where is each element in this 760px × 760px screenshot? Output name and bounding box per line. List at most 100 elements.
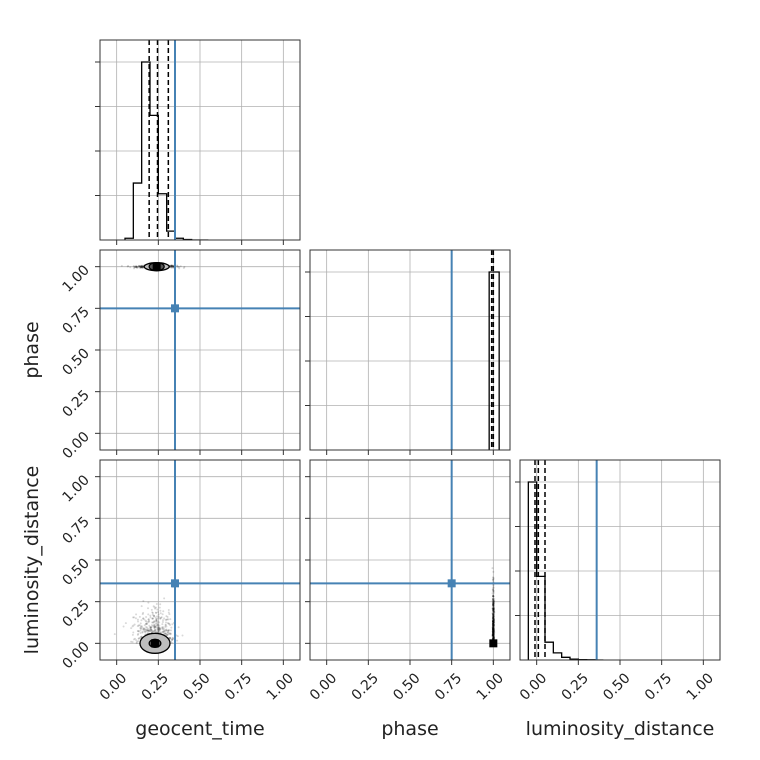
y-axis-label-phase: phase	[21, 321, 43, 378]
sample-point	[492, 621, 495, 624]
sample-point	[165, 629, 168, 632]
sample-point	[493, 637, 496, 640]
sample-point	[492, 603, 495, 606]
sample-point	[151, 611, 154, 614]
sample-point	[154, 629, 157, 632]
sample-point	[176, 635, 179, 638]
sample-point	[492, 603, 495, 606]
sample-point	[158, 629, 161, 632]
sample-point	[170, 264, 173, 267]
sample-point	[151, 611, 154, 614]
grid	[100, 40, 300, 240]
sample-point	[137, 630, 140, 633]
sample-point	[492, 608, 495, 611]
sample-point	[491, 607, 494, 610]
sample-point	[137, 624, 140, 627]
sample-point	[492, 595, 495, 598]
sample-point	[492, 622, 495, 625]
sample-point	[492, 601, 495, 604]
sample-point	[492, 615, 495, 618]
sample-point	[177, 626, 180, 629]
sample-point	[492, 624, 495, 627]
sample-point	[492, 617, 495, 620]
sample-point	[492, 587, 495, 590]
sample-point	[140, 619, 143, 622]
sample-point	[141, 613, 144, 616]
sample-point	[492, 570, 495, 573]
sample-point	[139, 627, 142, 630]
sample-point	[492, 576, 495, 579]
sample-point	[492, 620, 495, 623]
sample-point	[491, 613, 494, 616]
sample-point	[154, 622, 157, 625]
sample-point	[492, 624, 495, 627]
sample-point	[492, 621, 495, 624]
sample-point	[142, 627, 145, 630]
sample-point	[161, 630, 164, 633]
y-tick-label: 0.25	[59, 387, 92, 420]
sample-point	[132, 616, 135, 619]
sample-point	[492, 617, 495, 620]
sample-point	[492, 607, 495, 610]
sample-point	[154, 606, 157, 609]
sample-point	[170, 265, 173, 268]
sample-point	[492, 620, 495, 623]
sample-point	[492, 595, 495, 598]
sample-point	[492, 624, 495, 627]
sample-point	[491, 620, 494, 623]
sample-point	[492, 604, 495, 607]
density-peak	[489, 639, 498, 648]
sample-point	[492, 612, 495, 615]
sample-point	[492, 607, 495, 610]
sample-point	[135, 265, 138, 268]
sample-point	[492, 623, 495, 626]
sample-point	[493, 631, 496, 634]
sample-point	[161, 623, 164, 626]
sample-point	[492, 626, 495, 629]
sample-point	[492, 634, 495, 637]
sample-point	[135, 640, 138, 643]
sample-point	[492, 625, 495, 628]
sample-point	[492, 627, 495, 630]
sample-point	[492, 627, 495, 630]
sample-point	[491, 637, 494, 640]
sample-point	[161, 613, 164, 616]
sample-point	[492, 623, 495, 626]
sample-point	[150, 628, 153, 631]
sample-point	[492, 630, 495, 633]
y-tick-label: 0.75	[59, 304, 92, 337]
x-tick-label: 0.00	[517, 670, 550, 703]
sample-point	[149, 616, 152, 619]
sample-point	[167, 630, 170, 633]
sample-point	[492, 631, 495, 634]
sample-point	[492, 602, 495, 605]
sample-point	[159, 617, 162, 620]
sample-point	[492, 635, 495, 638]
x-tick-label: 1.00	[474, 670, 507, 703]
sample-point	[164, 623, 167, 626]
sample-point	[155, 602, 158, 605]
sample-point	[492, 623, 495, 626]
sample-point	[492, 627, 495, 630]
sample-point	[492, 635, 495, 638]
sample-point	[164, 632, 167, 635]
sample-point	[492, 614, 495, 617]
sample-point	[141, 265, 144, 268]
sample-point	[169, 264, 172, 267]
sample-point	[162, 619, 165, 622]
sample-point	[492, 633, 495, 636]
sample-point	[491, 588, 494, 591]
sample-point	[139, 626, 142, 629]
sample-point	[492, 613, 495, 616]
sample-point	[171, 637, 174, 640]
sample-point	[492, 620, 495, 623]
sample-point	[492, 618, 495, 621]
sample-point	[492, 619, 495, 622]
sample-point	[491, 613, 494, 616]
sample-point	[492, 621, 495, 624]
sample-point	[156, 620, 159, 623]
sample-point	[135, 264, 138, 267]
sample-point	[491, 619, 494, 622]
x-tick-label: 1.00	[264, 670, 297, 703]
sample-point	[493, 621, 496, 624]
